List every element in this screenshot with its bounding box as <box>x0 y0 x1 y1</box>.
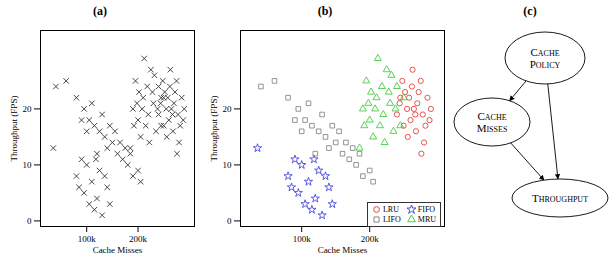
html-text:(b): (b) <box>317 4 333 18</box>
svg-text:100k: 100k <box>78 234 97 244</box>
svg-text:200k: 200k <box>361 234 380 244</box>
html-text:LIFO: LIFO <box>383 215 401 224</box>
svg-text:20: 20 <box>23 104 33 114</box>
svg-text:Cache Misses: Cache Misses <box>93 245 143 255</box>
svg-text:10: 10 <box>23 160 33 170</box>
svg-text:20: 20 <box>223 104 233 114</box>
svg-text:100k: 100k <box>293 234 312 244</box>
svg-text:Throughput (FPS): Throughput (FPS) <box>9 96 19 162</box>
svg-text:10: 10 <box>223 160 233 170</box>
svg-text:200k: 200k <box>129 234 148 244</box>
svg-text:Cache Misses: Cache Misses <box>318 245 368 255</box>
svg-text:CachePolicy: CachePolicy <box>530 46 561 70</box>
svg-text:0: 0 <box>227 216 232 226</box>
svg-text:0: 0 <box>27 216 32 226</box>
html-text:MRU: MRU <box>417 215 436 224</box>
html-text:(c): (c) <box>523 4 537 18</box>
html-text:LRU: LRU <box>383 205 399 214</box>
svg-text:CacheMisses: CacheMisses <box>477 110 508 134</box>
svg-text:Throughput (FPS): Throughput (FPS) <box>209 96 219 162</box>
svg-text:Throughput: Throughput <box>532 192 588 204</box>
html-text:FIFO: FIFO <box>417 205 436 214</box>
html-text:(a): (a) <box>93 4 107 18</box>
